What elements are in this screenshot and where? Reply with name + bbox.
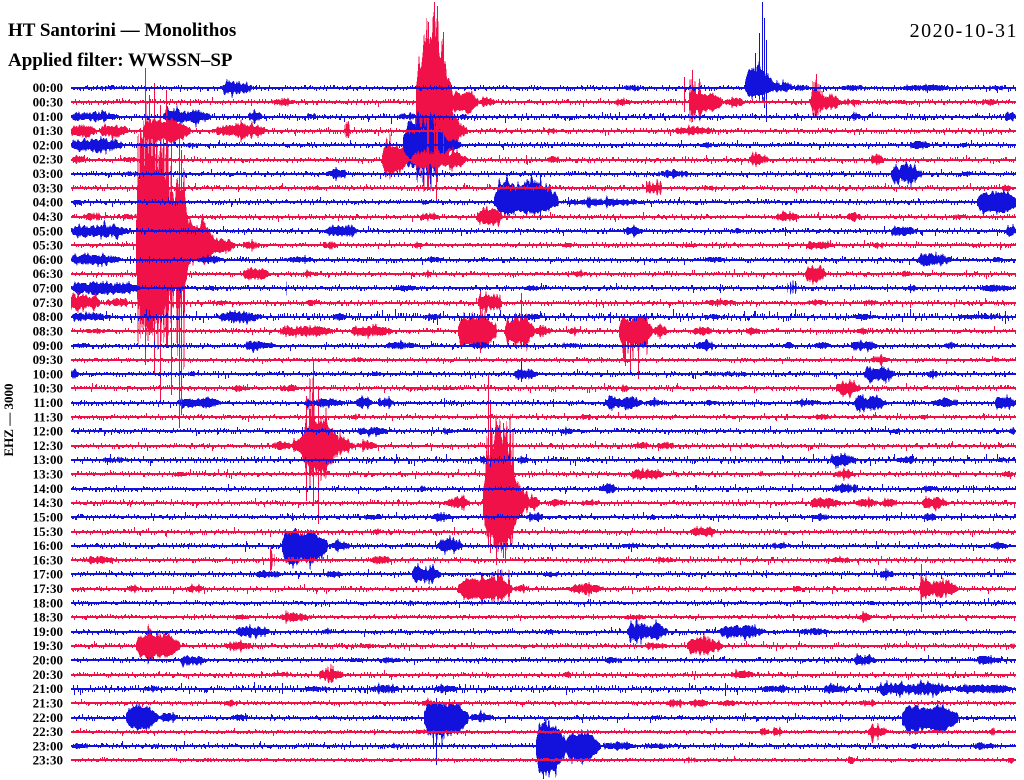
svg-text:08:30: 08:30	[33, 323, 63, 338]
svg-text:04:00: 04:00	[33, 195, 63, 210]
svg-text:Applied filter: WWSSN–SP: Applied filter: WWSSN–SP	[8, 50, 233, 71]
svg-text:04:30: 04:30	[33, 209, 63, 224]
svg-text:16:30: 16:30	[33, 552, 63, 567]
svg-text:HT Santorini — Monolithos: HT Santorini — Monolithos	[8, 20, 236, 41]
svg-text:05:00: 05:00	[33, 223, 63, 238]
svg-text:03:30: 03:30	[33, 180, 63, 195]
svg-text:10:30: 10:30	[33, 381, 63, 396]
svg-text:20:30: 20:30	[33, 667, 63, 682]
svg-text:11:00: 11:00	[33, 395, 63, 410]
svg-text:12:30: 12:30	[33, 438, 63, 453]
svg-text:08:00: 08:00	[33, 309, 63, 324]
svg-text:21:30: 21:30	[33, 696, 63, 711]
svg-text:11:30: 11:30	[33, 409, 63, 424]
svg-text:13:30: 13:30	[33, 467, 63, 482]
svg-text:21:00: 21:00	[33, 681, 63, 696]
svg-text:02:00: 02:00	[33, 137, 63, 152]
svg-text:01:30: 01:30	[33, 123, 63, 138]
svg-text:23:00: 23:00	[33, 738, 63, 753]
svg-text:09:00: 09:00	[33, 338, 63, 353]
svg-text:22:00: 22:00	[33, 710, 63, 725]
svg-text:06:00: 06:00	[33, 252, 63, 267]
svg-text:07:30: 07:30	[33, 295, 63, 310]
svg-text:19:30: 19:30	[33, 638, 63, 653]
svg-text:23:30: 23:30	[33, 753, 63, 768]
svg-text:12:00: 12:00	[33, 424, 63, 439]
svg-text:22:30: 22:30	[33, 724, 63, 739]
svg-text:14:00: 14:00	[33, 481, 63, 496]
svg-text:18:30: 18:30	[33, 610, 63, 625]
svg-text:17:30: 17:30	[33, 581, 63, 596]
svg-text:00:00: 00:00	[33, 80, 63, 95]
svg-text:2020-10-31: 2020-10-31	[910, 20, 1018, 42]
svg-text:13:00: 13:00	[33, 452, 63, 467]
svg-text:15:30: 15:30	[33, 524, 63, 539]
svg-text:01:00: 01:00	[33, 109, 63, 124]
svg-text:14:30: 14:30	[33, 495, 63, 510]
svg-text:17:00: 17:00	[33, 567, 63, 582]
svg-text:09:30: 09:30	[33, 352, 63, 367]
svg-text:05:30: 05:30	[33, 238, 63, 253]
svg-text:EHZ — 3000: EHZ — 3000	[1, 384, 16, 457]
svg-text:07:00: 07:00	[33, 281, 63, 296]
svg-text:03:00: 03:00	[33, 166, 63, 181]
svg-text:18:00: 18:00	[33, 595, 63, 610]
svg-text:00:30: 00:30	[33, 95, 63, 110]
svg-text:20:00: 20:00	[33, 653, 63, 668]
svg-text:06:30: 06:30	[33, 266, 63, 281]
svg-text:15:00: 15:00	[33, 510, 63, 525]
svg-text:16:00: 16:00	[33, 538, 63, 553]
svg-text:02:30: 02:30	[33, 152, 63, 167]
svg-text:10:00: 10:00	[33, 366, 63, 381]
svg-text:19:00: 19:00	[33, 624, 63, 639]
